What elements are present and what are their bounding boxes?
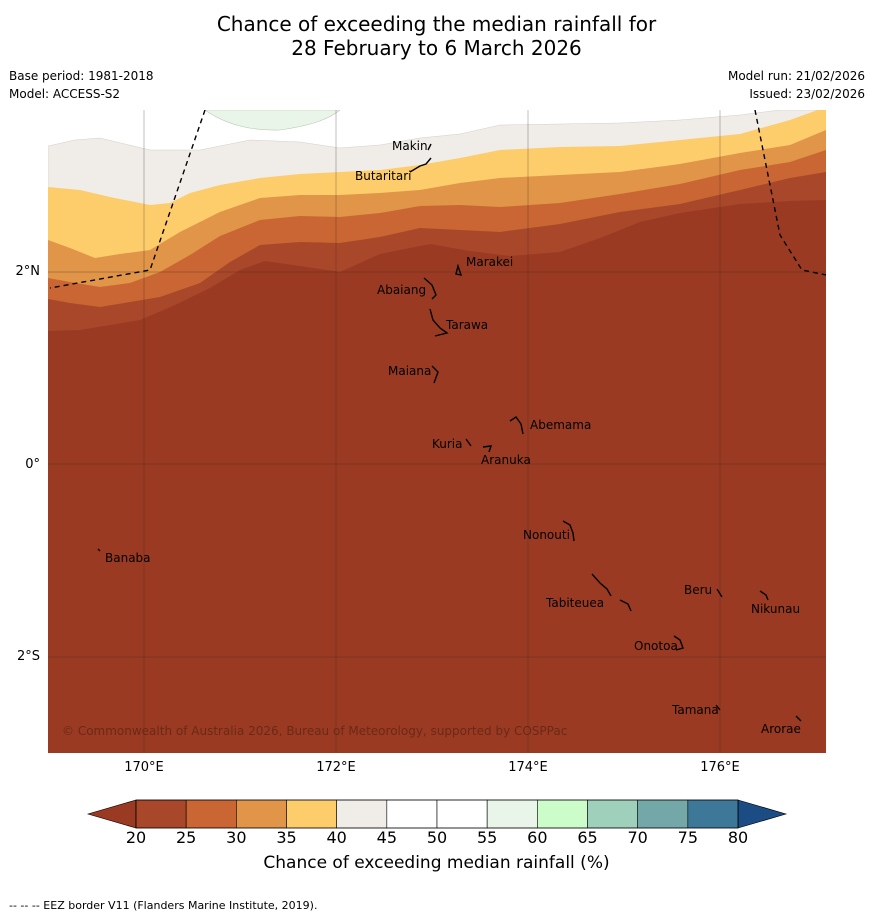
- band-below-20: [48, 200, 826, 753]
- x-tick-170e: 170°E: [124, 760, 164, 775]
- colorbar-label-40: 40: [326, 828, 347, 847]
- colorbar-label-50: 50: [426, 828, 448, 847]
- label-tamana: Tamana: [672, 703, 719, 717]
- label-maiana: Maiana: [388, 364, 432, 378]
- copyright-notice: © Commonwealth of Australia 2026, Bureau…: [62, 724, 568, 738]
- island-maiana-shape: [431, 365, 439, 384]
- island-makin-shape: [427, 143, 432, 151]
- colorbar-label-55: 55: [476, 828, 498, 847]
- colorbar-cell-25-30: [185, 799, 237, 829]
- colorbar-cell-60-65: [537, 799, 588, 829]
- island-marakei-shape: [455, 263, 463, 276]
- colorbar-label-45: 45: [376, 828, 397, 847]
- title-line-1: Chance of exceeding the median rainfall …: [216, 12, 657, 36]
- island-onotoa-shape: [673, 635, 684, 651]
- island-aranuka-shape: [482, 445, 493, 453]
- colorbar-cell-50-55: [436, 799, 488, 829]
- island-kuria-shape: [465, 438, 472, 447]
- island-beru-shape: [716, 588, 723, 598]
- x-tick-176e: 176°E: [700, 760, 740, 775]
- colorbar-label-20: 20: [125, 828, 147, 847]
- island-tarawa-shape: [429, 308, 449, 337]
- colorbar-cell-70-75: [637, 799, 689, 829]
- meta-left: Base period: 1981-2018 Model: ACCESS-S2: [9, 67, 154, 103]
- label-marakei: Marakei: [466, 255, 514, 269]
- colorbar-cell-65-70: [587, 799, 638, 829]
- colorbar-label-75: 75: [677, 828, 698, 847]
- colorbar-cell-30-35: [236, 799, 287, 829]
- colorbar-title: Chance of exceeding median rainfall (%): [263, 853, 610, 873]
- island-nikunau-shape: [759, 590, 769, 601]
- colorbar-under-arrow: [86, 799, 137, 829]
- x-tick-172e: 172°E: [316, 760, 356, 775]
- label-banaba: Banaba: [105, 551, 151, 565]
- label-beru: Beru: [684, 583, 713, 597]
- label-arorae: Arorae: [761, 722, 801, 736]
- eez-footnote: -- -- -- EEZ border V11 (Flanders Marine…: [9, 899, 318, 912]
- label-kuria: Kuria: [432, 437, 463, 451]
- colorbar-cell-20-25: [135, 799, 187, 829]
- base-period: Base period: 1981-2018: [9, 69, 154, 83]
- colorbar-cell-45-50: [386, 799, 438, 829]
- issued-date: Issued: 23/02/2026: [749, 87, 865, 101]
- colorbar-label-25: 25: [175, 828, 197, 847]
- label-makin: Makin: [392, 139, 428, 153]
- y-tick-2n: 2°N: [15, 264, 41, 279]
- label-abemama: Abemama: [530, 418, 592, 432]
- colorbar-label-65: 65: [577, 828, 598, 847]
- colorbar: [86, 799, 788, 829]
- island-abaiang-shape: [423, 277, 437, 300]
- label-tabiteuea: Tabiteuea: [546, 596, 605, 610]
- model-run: Model run: 21/02/2026: [727, 69, 865, 83]
- label-abaiang: Abaiang: [377, 283, 427, 297]
- islands: [97, 143, 802, 722]
- title-line-2: 28 February to 6 March 2026: [291, 36, 582, 60]
- model-name: Model: ACCESS-S2: [9, 87, 121, 101]
- colorbar-cell-75-80: [687, 799, 739, 829]
- eez-border: [49, 110, 826, 289]
- label-tarawa: Tarawa: [446, 318, 489, 332]
- map-area: [48, 110, 826, 753]
- colorbar-label-80: 80: [727, 828, 749, 847]
- y-tick-2s: 2°S: [16, 649, 40, 664]
- colorbar-cell-55-60: [486, 799, 538, 829]
- colorbar-label-60: 60: [527, 828, 548, 847]
- x-tick-174e: 174°E: [508, 760, 548, 775]
- island-butaritari-shape: [409, 157, 432, 173]
- island-tabiteuea-shape: [591, 573, 632, 612]
- colorbar-cell-35-40: [286, 799, 337, 829]
- meta-right: Model run: 21/02/2026 Issued: 23/02/2026: [728, 67, 865, 103]
- colorbar-label-35: 35: [276, 828, 297, 847]
- colorbar-label-70: 70: [627, 828, 648, 847]
- band-green-55-60: [204, 110, 341, 131]
- island-nonouti-shape: [562, 520, 575, 542]
- colorbar-cell-40-45: [336, 799, 388, 829]
- island-banaba-shape: [97, 548, 101, 552]
- label-butaritari: Butaritari: [355, 169, 412, 183]
- label-nonouti: Nonouti: [523, 528, 570, 542]
- island-arorae-shape: [795, 715, 802, 722]
- chart-title: Chance of exceeding the median rainfall …: [0, 12, 873, 60]
- colorbar-frame: [135, 799, 739, 829]
- y-tick-0: 0°: [25, 457, 40, 472]
- colorbar-over-arrow: [737, 799, 788, 829]
- colorbar-label-30: 30: [226, 828, 247, 847]
- label-nikunau: Nikunau: [751, 602, 801, 616]
- graticule: [48, 110, 826, 753]
- island-abemama-shape: [509, 416, 524, 435]
- label-aranuka: Aranuka: [481, 453, 531, 467]
- island-tamana-shape: [715, 704, 721, 711]
- label-onotoa: Onotoa: [634, 639, 678, 653]
